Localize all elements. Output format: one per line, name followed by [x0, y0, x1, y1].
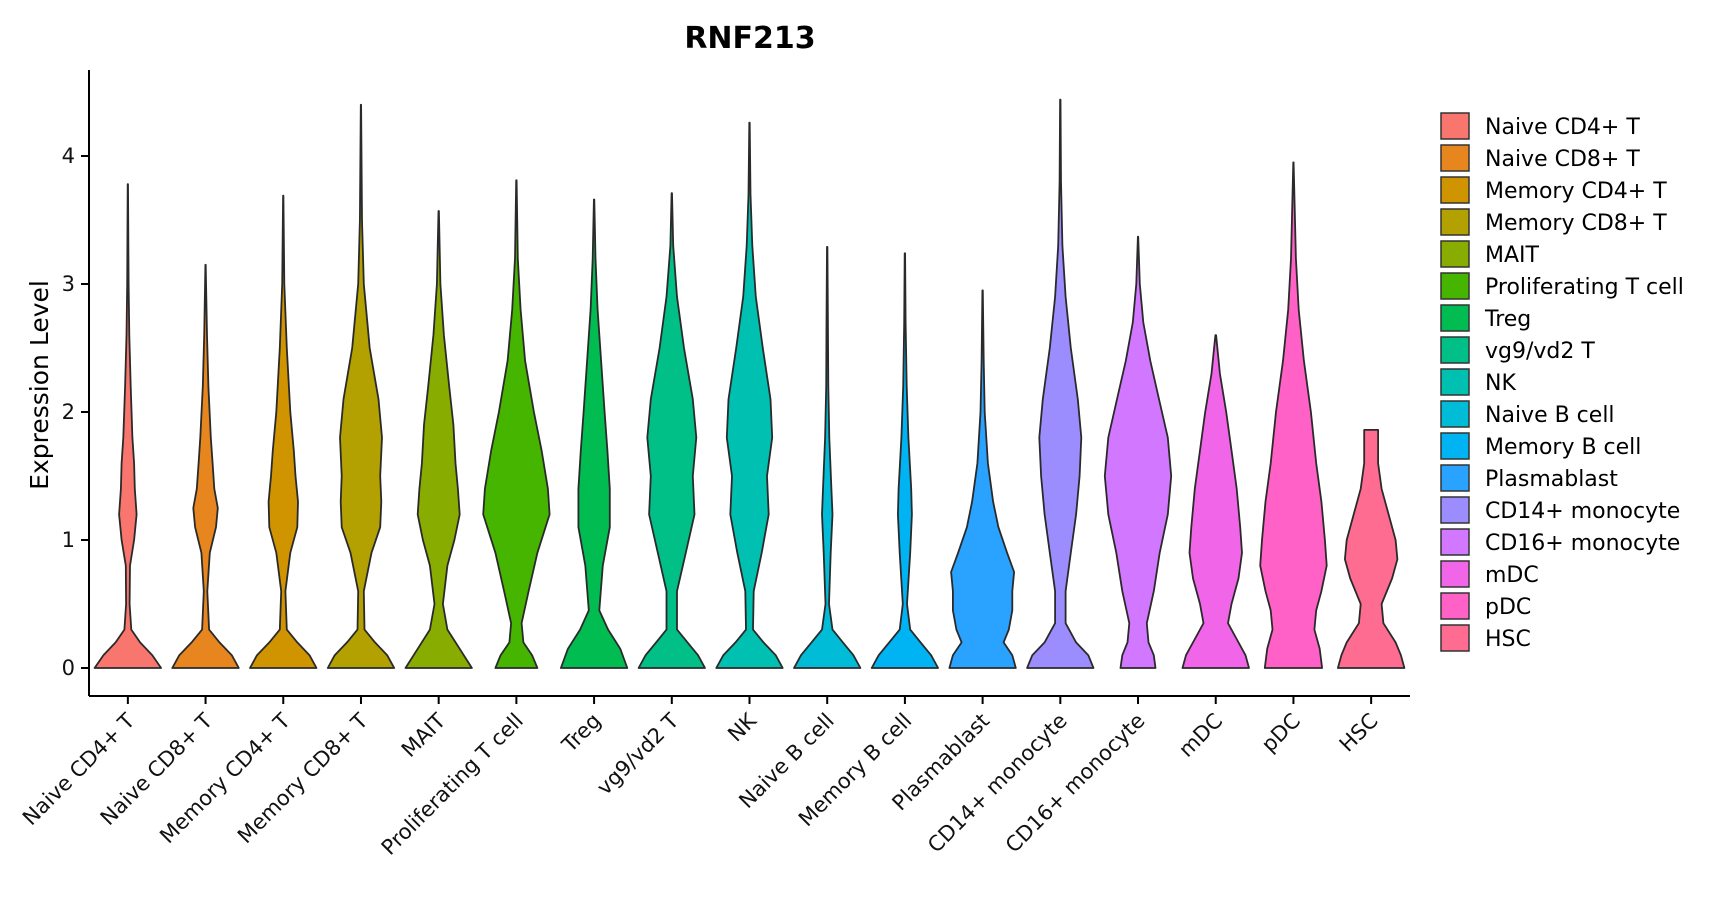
legend-swatch [1440, 304, 1470, 332]
legend-label: Proliferating T cell [1485, 275, 1684, 300]
violin-memory-cd4-t [249, 194, 318, 669]
legend-swatch [1440, 432, 1470, 460]
legend-label: mDC [1485, 563, 1539, 588]
legend-swatch [1440, 464, 1470, 492]
y-tick-label: 3 [62, 272, 75, 296]
violin-vg9-vd2-t [637, 192, 706, 669]
y-axis-ticks: 0 1 2 3 4 [62, 144, 89, 680]
violin-memory-b-cell [870, 252, 939, 669]
x-tick-label: CD16+ monocyte [1001, 709, 1150, 858]
legend-label: Naive B cell [1485, 403, 1615, 428]
legend-label: Memory B cell [1485, 435, 1641, 460]
chart-title: RNF213 [684, 21, 815, 56]
legend-label: MAIT [1485, 243, 1540, 268]
violin-plasmablast [948, 289, 1017, 669]
violin-memory-cd8-t [326, 103, 396, 669]
legend-swatch [1440, 496, 1470, 524]
x-tick-label: MAIT [397, 708, 451, 762]
x-tick-label: Proliferating T cell [377, 709, 528, 860]
x-tick-label: Memory CD4+ T [155, 708, 295, 848]
x-tick-label: HSC [1335, 709, 1383, 757]
x-tick-label: Memory CD8+ T [233, 708, 373, 848]
violin-cd16-monocyte [1103, 235, 1173, 669]
violin-naive-cd8-t [171, 263, 240, 669]
violin-naive-cd4-t [93, 183, 162, 669]
violin-cd14-monocyte [1026, 98, 1095, 669]
legend: Naive CD4+ T Naive CD8+ T Memory CD4+ T Mem… [1440, 112, 1684, 652]
legend-label: pDC [1485, 595, 1531, 620]
violin-pdc [1259, 161, 1328, 669]
violins [93, 98, 1406, 669]
legend-label: Naive CD8+ T [1485, 147, 1640, 172]
violin-mait [404, 210, 473, 669]
violin-naive-b-cell [793, 246, 862, 669]
legend-label: HSC [1485, 627, 1531, 652]
legend-label: Memory CD8+ T [1485, 211, 1667, 236]
legend-swatch [1440, 560, 1470, 588]
violin-proliferating-t-cell [482, 179, 551, 669]
legend-swatch [1440, 368, 1470, 396]
y-tick-label: 2 [62, 400, 75, 424]
legend-swatch [1440, 272, 1470, 300]
legend-swatch [1440, 240, 1470, 268]
legend-swatch [1440, 176, 1470, 204]
violin-nk [715, 121, 784, 669]
legend-label: CD14+ monocyte [1485, 499, 1680, 524]
y-tick-label: 0 [62, 656, 75, 680]
legend-swatch [1440, 528, 1470, 556]
x-tick-label: pDC [1257, 709, 1305, 757]
legend-swatch [1440, 144, 1470, 172]
legend-label: Naive CD4+ T [1485, 115, 1640, 140]
legend-swatch [1440, 336, 1470, 364]
legend-label: vg9/vd2 T [1485, 339, 1595, 364]
x-tick-label: Treg [557, 709, 606, 758]
violin-treg [560, 198, 629, 669]
x-tick-label: NK [723, 708, 762, 747]
legend-label: Plasmablast [1485, 467, 1618, 492]
legend-swatch [1440, 208, 1470, 236]
y-tick-label: 1 [62, 528, 75, 552]
x-tick-label: vg9/vd2 T [592, 708, 683, 799]
legend-label: Treg [1484, 307, 1531, 332]
y-axis-title: Expression Level [25, 280, 54, 490]
x-tick-label: mDC [1174, 709, 1227, 762]
legend-label: CD16+ monocyte [1485, 531, 1680, 556]
x-tick-label: CD14+ monocyte [923, 709, 1072, 858]
violin-hsc [1337, 429, 1406, 669]
y-tick-label: 4 [62, 144, 75, 168]
violin-mdc [1181, 334, 1250, 669]
legend-swatch [1440, 592, 1470, 620]
legend-swatch [1440, 624, 1470, 652]
legend-swatch [1440, 112, 1470, 140]
legend-label: NK [1485, 371, 1516, 396]
legend-label: Memory CD4+ T [1485, 179, 1667, 204]
legend-swatch [1440, 400, 1470, 428]
